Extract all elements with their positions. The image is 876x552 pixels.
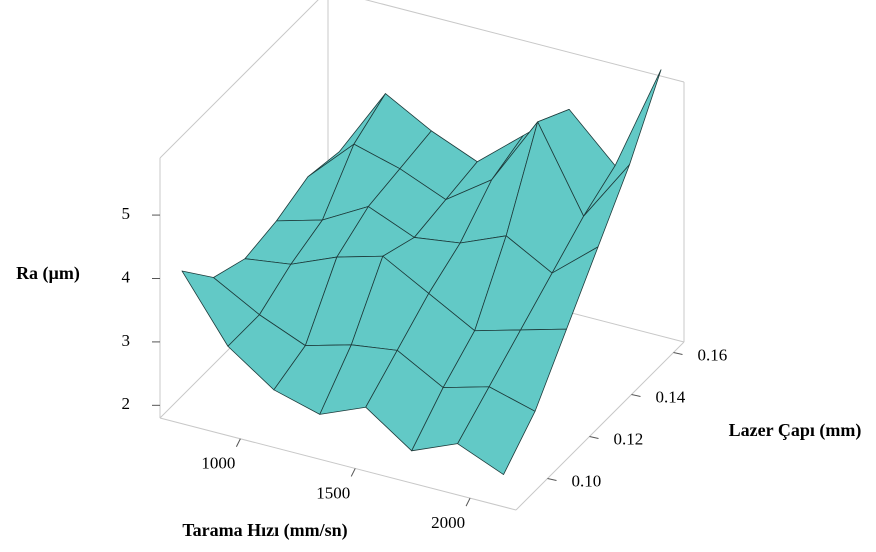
- z-tick-label: 5: [122, 204, 131, 223]
- z-tick-label: 4: [122, 267, 131, 286]
- x-tick: [350, 468, 356, 477]
- box-edge: [515, 341, 685, 511]
- x-tick-label: 1000: [201, 454, 235, 473]
- surface-cell: [457, 386, 536, 475]
- box-edge: [364, 0, 685, 83]
- y-tick: [589, 436, 599, 439]
- y-tick: [631, 394, 641, 397]
- x-tick: [235, 438, 241, 447]
- y-tick-label: 0.16: [698, 345, 728, 364]
- box-edge: [159, 0, 319, 159]
- y-tick-label: 0.14: [656, 387, 686, 406]
- y-tick: [673, 352, 683, 355]
- x-tick-label: 1500: [316, 483, 350, 502]
- x-tick-label: 2000: [431, 513, 465, 532]
- z-tick-label: 2: [122, 394, 131, 413]
- z-tick-label: 3: [122, 331, 131, 350]
- x-axis-label: Tarama Hızı (mm/sn): [182, 520, 347, 541]
- y-tick: [547, 478, 557, 481]
- x-tick: [465, 497, 471, 507]
- y-axis-label: Lazer Çapı (mm): [729, 420, 862, 441]
- box-edge: [159, 417, 517, 511]
- y-tick-label: 0.10: [572, 471, 602, 490]
- z-axis-label: Ra (µm): [16, 263, 80, 284]
- y-tick-label: 0.12: [614, 429, 644, 448]
